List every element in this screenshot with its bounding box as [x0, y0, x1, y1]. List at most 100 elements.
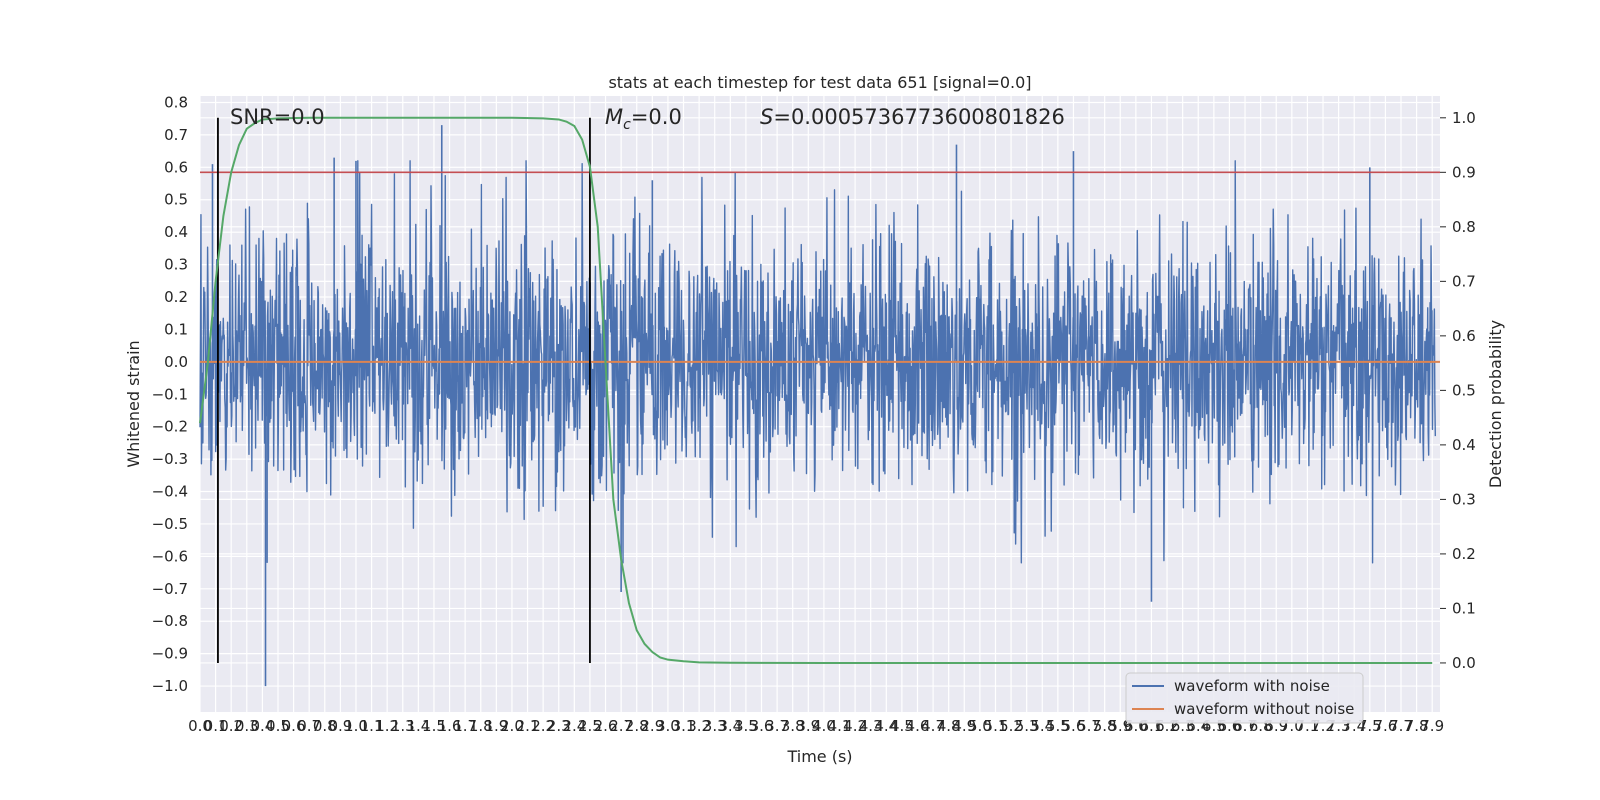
y-axis-ticks: 0.8 0.7 0.6 0.5 0.4 0.3 0.2 0.1 0.0 −0.1 −0.2 −0.3 −…: [152, 93, 188, 695]
x-tick-label: 2.4: [562, 717, 586, 735]
x-tick-label: 7.8: [1405, 717, 1429, 735]
annotation-s-value: =0.0005736773600801826: [773, 105, 1065, 129]
y-tick-label: 0.2: [164, 288, 188, 306]
x-tick-label: 1.4: [406, 717, 430, 735]
y-tick-label: 0.0: [164, 353, 188, 371]
y2-tick-label: 0.8: [1452, 218, 1476, 236]
annotation-s: S=0.0005736773600801826: [760, 105, 1065, 129]
noise-waveform-line: [199, 160, 1437, 564]
x-tick-label: 4.7: [921, 717, 945, 735]
annotation-mc-subscript: c: [623, 117, 631, 133]
x-tick-label: 0.2: [219, 717, 243, 735]
detection-probability-line: [199, 116, 1433, 664]
x-tick-label: 5.4: [1030, 717, 1054, 735]
x-tick-label: 5.9: [1108, 717, 1132, 735]
annotation-s-symbol: S: [760, 105, 773, 129]
y-tick-label: 0.8: [164, 93, 188, 111]
x-tick-label: 3.9: [796, 717, 820, 735]
x-axis-label: Time (s): [786, 747, 852, 766]
y2-tick-label: 0.5: [1452, 381, 1476, 399]
x-tick-label: 4.9: [952, 717, 976, 735]
y-tick-label: −0.3: [152, 450, 188, 468]
x-tick-label: 0.3: [235, 717, 259, 735]
y2-tick-label: 0.4: [1452, 436, 1476, 454]
x-tick-label: 1.5: [422, 717, 446, 735]
x-tick-label: 3.4: [718, 717, 742, 735]
x-tick-label: 3.1: [672, 717, 696, 735]
x-tick-label: 3.0: [656, 717, 680, 735]
y2-axis-label: Detection probability: [1486, 320, 1505, 488]
legend-box: [1125, 672, 1364, 724]
y-tick-label: −0.7: [152, 580, 188, 598]
x-tick-label: 3.5: [734, 717, 758, 735]
legend-label-clean: waveform without noise: [1174, 700, 1354, 718]
x-tick-label: 4.4: [874, 717, 898, 735]
x-tick-label: 5.8: [1093, 717, 1117, 735]
x-tick-label: 7.5: [1358, 717, 1382, 735]
x-tick-label: 4.1: [828, 717, 852, 735]
x-tick-label: 2.2: [531, 717, 555, 735]
x-tick-label: 1.1: [360, 717, 384, 735]
y-tick-label: 0.1: [164, 320, 188, 338]
x-tick-label: 1.9: [484, 717, 508, 735]
y-tick-label: −0.9: [152, 645, 188, 663]
y2-tick-label: 0.6: [1452, 327, 1476, 345]
annotation-mc: Mc=0.0: [605, 105, 682, 133]
x-tick-label: 1.3: [391, 717, 415, 735]
y2-tick-label: 0.3: [1452, 490, 1476, 508]
y2-tick-label: 0.1: [1452, 599, 1476, 617]
x-tick-label: 0.7: [297, 717, 321, 735]
y2-tick-label: 0.9: [1452, 163, 1476, 181]
y-tick-label: −0.5: [152, 515, 188, 533]
x-tick-label: 4.8: [937, 717, 961, 735]
x-tick-label: 1.8: [469, 717, 493, 735]
x-tick-label: 1.7: [453, 717, 477, 735]
x-tick-label: 4.6: [906, 717, 930, 735]
x-tick-label: 0.0: [188, 717, 212, 735]
x-tick-label: 2.6: [594, 717, 618, 735]
x-tick-label: 5.6: [1062, 717, 1086, 735]
x-tick-label: 3.8: [781, 717, 805, 735]
x-tick-label: 5.0: [968, 717, 992, 735]
y-tick-label: 0.5: [164, 191, 188, 209]
x-tick-label: 3.3: [703, 717, 727, 735]
x-tick-label: 1.0: [344, 717, 368, 735]
x-tick-label: 0.9: [328, 717, 352, 735]
x-tick-label: 3.6: [750, 717, 774, 735]
x-tick-label: 2.7: [609, 717, 633, 735]
annotation-mc-symbol: M: [605, 105, 623, 129]
y2-tick-label: 1.0: [1452, 109, 1476, 127]
overlay-lines: [200, 117, 1440, 663]
y-tick-label: −0.1: [152, 385, 188, 403]
x-tick-label: 2.0: [500, 717, 524, 735]
y-tick-label: −0.6: [152, 547, 188, 565]
x-tick-label: 0.4: [250, 717, 274, 735]
y2-tick-label: 0.2: [1452, 545, 1476, 563]
x-tick-label: 1.2: [375, 717, 399, 735]
x-tick-label: 4.0: [812, 717, 836, 735]
x-tick-label: 4.3: [859, 717, 883, 735]
chart-title: stats at each timestep for test data 651…: [608, 73, 1031, 92]
x-tick-label: 4.2: [843, 717, 867, 735]
x-tick-label: 0.8: [313, 717, 337, 735]
x-tick-label: 1.6: [438, 717, 462, 735]
annotation-mc-value: =0.0: [631, 105, 682, 129]
x-tick-label: 2.5: [578, 717, 602, 735]
x-tick-label: 5.1: [984, 717, 1008, 735]
x-tick-label: 5.2: [999, 717, 1023, 735]
x-tick-label: 5.7: [1077, 717, 1101, 735]
y2-tick-label: 0.7: [1452, 272, 1476, 290]
y-tick-label: 0.4: [164, 223, 188, 241]
y-tick-label: −0.8: [152, 612, 188, 630]
x-tick-label: 0.5: [266, 717, 290, 735]
y-tick-label: −1.0: [152, 677, 188, 695]
x-tick-label: 7.9: [1420, 717, 1444, 735]
x-tick-label: 0.1: [204, 717, 228, 735]
legend-label-noise: waveform with noise: [1174, 677, 1330, 695]
x-tick-label: 2.9: [640, 717, 664, 735]
y-tick-label: −0.4: [152, 483, 188, 501]
x-tick-label: 0.6: [282, 717, 306, 735]
x-tick-label: 5.3: [1015, 717, 1039, 735]
y-axis-label: Whitened strain: [124, 340, 143, 467]
